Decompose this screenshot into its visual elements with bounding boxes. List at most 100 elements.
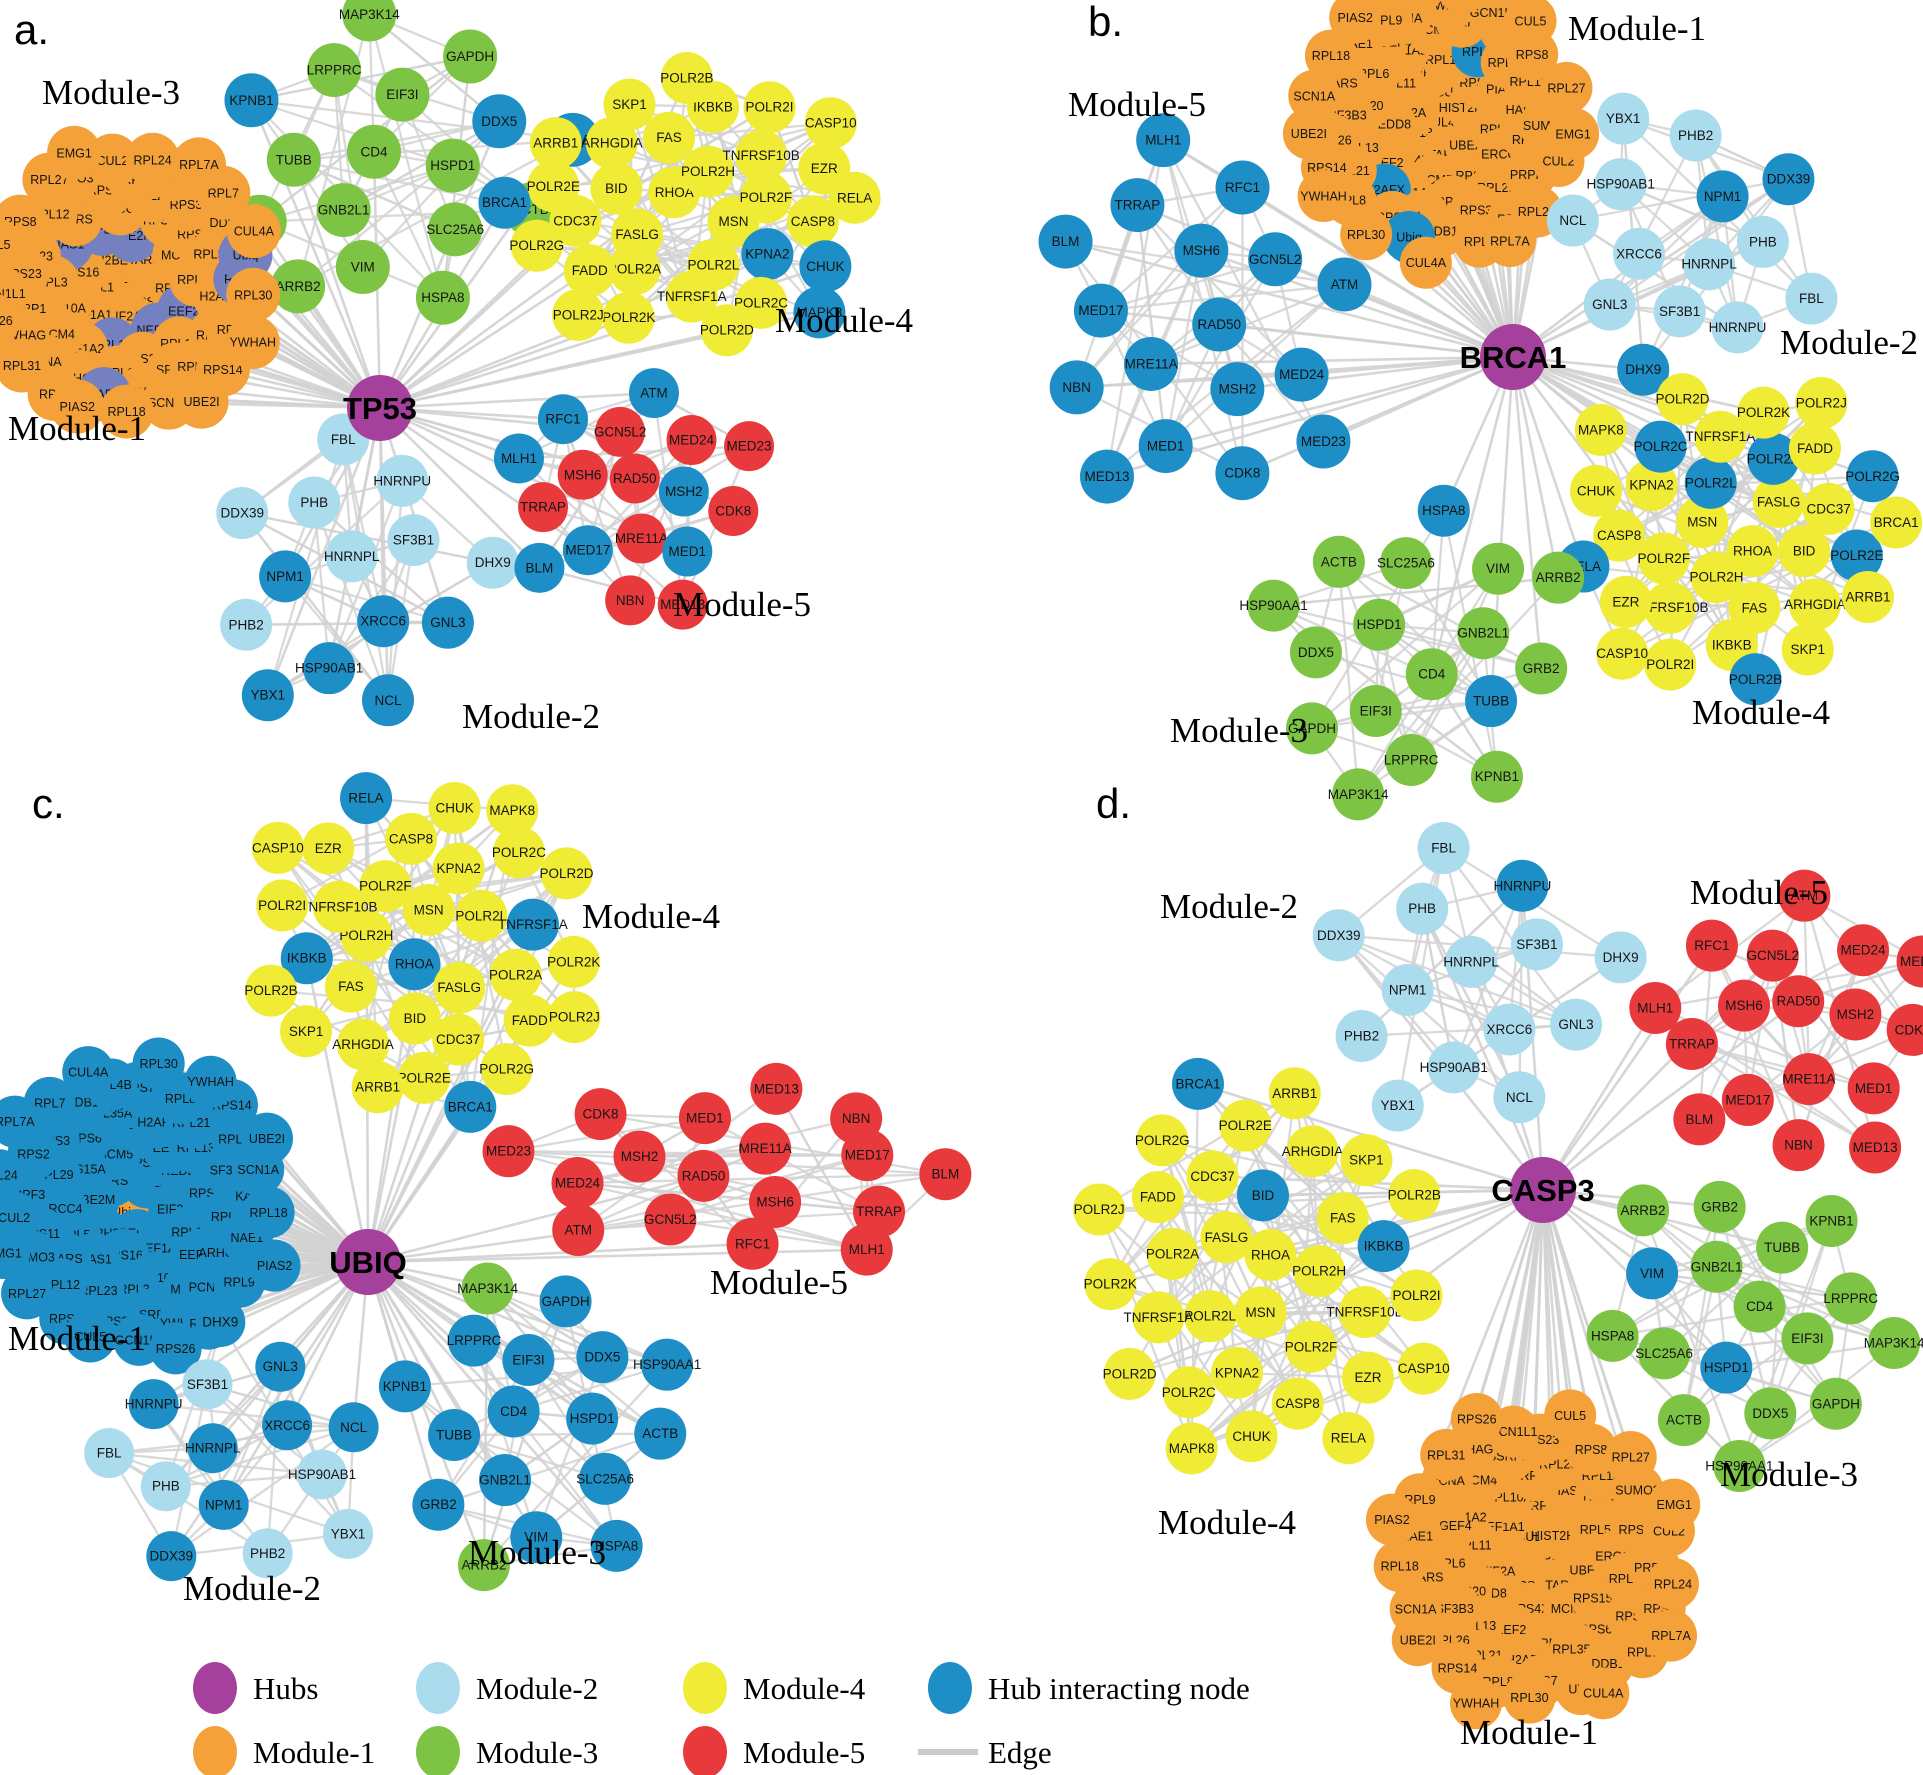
edge	[1716, 1265, 1895, 1345]
node-a-RPL24: RPL24	[125, 132, 180, 187]
node-label: UBE2I	[1400, 1634, 1436, 1648]
node-d-MED17: MED17	[1721, 1073, 1774, 1126]
module-label-a-module-2: Module-2	[462, 697, 600, 736]
node-a-YWHAH: YWHAH	[225, 315, 280, 370]
node-label: POLR2F	[740, 190, 793, 205]
node-d-TNFRSF1A: TNFRSF1A	[1123, 1291, 1193, 1344]
node-a-TRRAP: TRRAP	[518, 482, 569, 533]
node-b-FADD: FADD	[1788, 422, 1841, 475]
node-label: XRCC6	[360, 614, 406, 629]
node-c-MRE11A: MRE11A	[739, 1122, 792, 1175]
node-c-POLR2I: POLR2I	[256, 879, 309, 932]
legend-label-hubs: Hubs	[253, 1671, 318, 1706]
node-label: FBL	[1431, 840, 1456, 855]
module-label-b-module-5: Module-5	[1068, 85, 1206, 124]
node-label: RPL7	[34, 1096, 65, 1110]
module-label-b-module-1: Module-1	[1568, 9, 1706, 48]
node-label: MED24	[555, 1175, 601, 1190]
node-label: MLH1	[501, 451, 537, 466]
edge	[1151, 355, 1514, 366]
hub-label-CASP3: CASP3	[1491, 1173, 1594, 1208]
node-a-POLR2B: POLR2B	[660, 51, 713, 104]
node-a-MAPK8: MAPK8	[793, 286, 846, 339]
node-label: POLR2C	[492, 845, 546, 860]
panel-letter-b: b.	[1088, 0, 1123, 45]
node-label: HSP90AB1	[288, 1467, 356, 1482]
edge	[1322, 355, 1514, 443]
node-c-RPS26: RPS26	[149, 1322, 202, 1375]
node-label: BID	[404, 1011, 427, 1026]
node-d-BID: BID	[1236, 1169, 1289, 1222]
node-c-TNFRSF10B: TNFRSF10B	[300, 880, 378, 933]
node-label: BLM	[1052, 234, 1080, 249]
node-a-MED17: MED17	[562, 525, 613, 576]
node-label: POLR2J	[1796, 395, 1847, 410]
node-a-VIM: VIM	[335, 240, 390, 295]
node-label: FADD	[1797, 441, 1833, 456]
node-a-CD4: CD4	[347, 124, 402, 179]
edge	[1311, 567, 1499, 730]
node-label: POLR2L	[687, 257, 739, 272]
node-label: DHX9	[475, 555, 511, 570]
node-c-HSPA8: HSPA8	[590, 1519, 643, 1572]
node-d-DHX9: DHX9	[1594, 931, 1647, 984]
hub-label-TP53: TP53	[343, 391, 417, 426]
node-label: RHOA	[1733, 544, 1772, 559]
node-d-HSP90AB1: HSP90AB1	[1420, 1041, 1488, 1094]
node-b-ARHGDIA: ARHGDIA	[1784, 578, 1846, 631]
node-a-GNL3: GNL3	[421, 596, 474, 649]
node-c-MSH6: MSH6	[749, 1175, 802, 1228]
node-label: NPM1	[205, 1497, 243, 1512]
node-label: POLR2A	[608, 261, 661, 276]
edge	[1065, 240, 1514, 359]
node-a-MSH6: MSH6	[557, 449, 608, 500]
nodes-panel-c: RHOA MSN FASLG POLR2H POLR2L BID POLR2F POLR2A F…	[0, 772, 972, 1592]
node-c-BID: BID	[388, 992, 441, 1045]
node-label: EMG1	[56, 146, 91, 160]
node-label: RHOA	[395, 957, 434, 972]
node-label: XRCC6	[1616, 246, 1662, 261]
edge	[453, 807, 461, 988]
node-d-NPM1: NPM1	[1381, 963, 1434, 1016]
node-d-FBL: FBL	[1417, 821, 1470, 874]
node-label: CHUK	[1232, 1429, 1270, 1444]
edge	[379, 391, 655, 410]
node-label: MSN	[1246, 1305, 1276, 1320]
node-label: NBN	[1784, 1138, 1813, 1153]
node-label: MED24	[1841, 943, 1887, 958]
node-label: CUL5	[1554, 1409, 1586, 1423]
node-label: MED23	[1900, 954, 1923, 969]
node-a-POLR2I: POLR2I	[743, 81, 796, 134]
node-label: POLR2H	[1292, 1264, 1346, 1279]
module-label-a-module-1: Module-1	[8, 409, 146, 448]
node-d-RPL7A: RPL7A	[1645, 1609, 1698, 1662]
node-label: CD4	[500, 1404, 527, 1419]
edge	[1161, 1140, 1212, 1317]
node-a-RPL7A: RPL7A	[171, 137, 226, 192]
node-label: ATM	[640, 386, 668, 401]
node-c-MSH2: MSH2	[613, 1130, 666, 1183]
node-label: SCN1A	[237, 1163, 279, 1177]
node-label: POLR2H	[681, 164, 735, 179]
node-c-RPL27: RPL27	[1, 1267, 54, 1320]
node-label: MAP3K14	[339, 7, 400, 22]
node-label: POLR2L	[1685, 475, 1737, 490]
node-label: ARHGDIA	[1282, 1144, 1344, 1159]
node-a-ARRB1: ARRB1	[529, 117, 582, 170]
node-d-RPL18: RPL18	[1373, 1540, 1426, 1593]
node-d-CASP8: CASP8	[1271, 1377, 1324, 1430]
node-label: MAPK8	[1169, 1441, 1215, 1456]
node-label: NPM1	[1704, 189, 1742, 204]
node-label: MRE11A	[1782, 1072, 1835, 1087]
node-label: RPL27	[8, 1287, 46, 1301]
node-label: GNL3	[430, 615, 465, 630]
node-label: XRCC6	[264, 1418, 310, 1433]
node-label: LRPPRC	[1384, 753, 1439, 768]
node-c-RPL7A: RPL7A	[0, 1095, 41, 1148]
node-label: MAP3K14	[1328, 787, 1389, 802]
node-label: IKBKB	[693, 99, 733, 114]
node-a-NCL: NCL	[361, 674, 414, 727]
node-b-CHUK: CHUK	[1570, 464, 1623, 517]
node-label: POLR2E	[1830, 548, 1883, 563]
node-c-GNL3: GNL3	[255, 1341, 306, 1392]
